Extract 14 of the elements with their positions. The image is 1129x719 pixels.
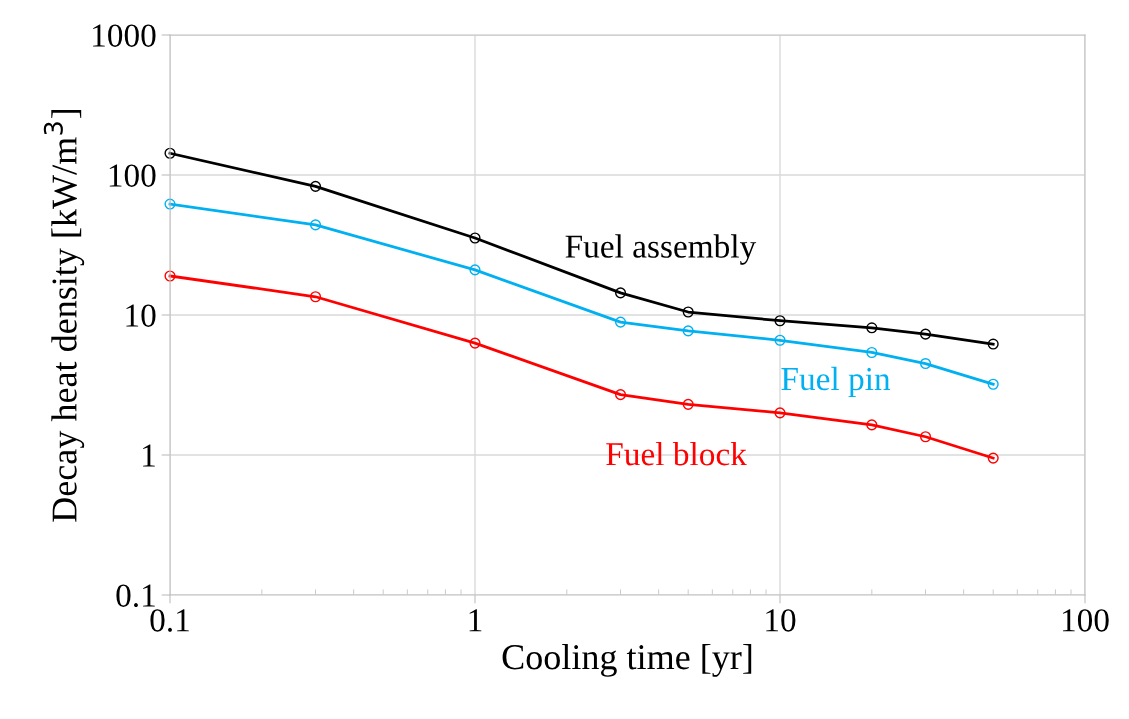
series-label: Fuel block: [606, 441, 747, 466]
x-tick-label: 1: [469, 609, 482, 632]
x-tick-label: 100: [1062, 609, 1109, 632]
x-tick-label: 0.1: [150, 609, 189, 632]
x-axis-title: Cooling time [yr]: [502, 643, 752, 677]
x-tick-label: 10: [766, 609, 796, 632]
series-label: Fuel assembly: [565, 234, 757, 265]
series-label: Fuel pin: [781, 366, 891, 398]
y-tick-label: 1: [143, 444, 155, 467]
y-axis-title: Decay heat density [kW/m$^{3}$]: [43, 110, 85, 522]
y-tick-label: 100: [109, 164, 156, 187]
y-tick-label: 0.1: [116, 584, 155, 608]
y-tick-label: 1000: [93, 24, 156, 47]
y-tick-label: 10: [126, 304, 156, 327]
